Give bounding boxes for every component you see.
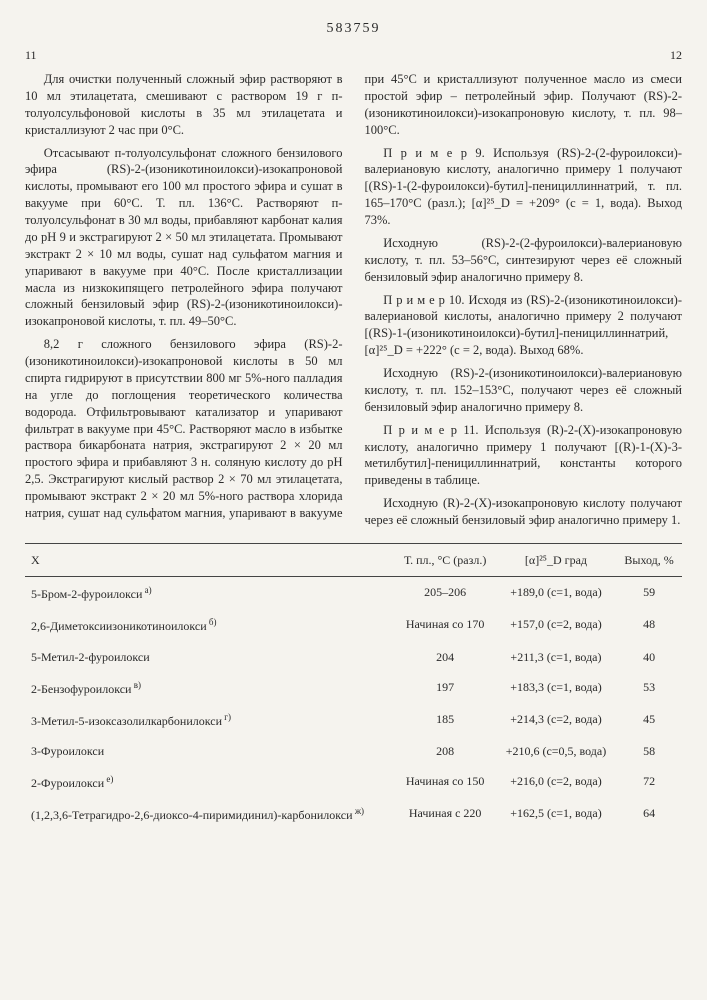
body-text: Для очистки полученный сложный эфир раст… [25, 71, 682, 529]
footnote-mark: б) [207, 617, 217, 627]
paragraph: Для очистки полученный сложный эфир раст… [25, 71, 343, 139]
cell-yield: 58 [616, 736, 682, 766]
page-right: 12 [670, 47, 682, 63]
footnote-mark: в) [131, 680, 141, 690]
page-left: 11 [25, 47, 37, 63]
cell-yield: 48 [616, 609, 682, 641]
table-row: 2-Бензофуроилокси в)197+183,3 (c=1, вода… [25, 672, 682, 704]
paragraph: П р и м е р 10. Исходя из (RS)-2-(изоник… [365, 292, 683, 360]
cell-mp: Начиная со 170 [395, 609, 496, 641]
cell-x: 5-Метил-2-фуроилокси [25, 642, 395, 672]
cell-mp: 204 [395, 642, 496, 672]
cell-yield: 72 [616, 766, 682, 798]
table-row: (1,2,3,6-Тетрагидро-2,6-диоксо-4-пиримид… [25, 798, 682, 830]
col-alpha: [α]²⁵_D град [496, 543, 617, 576]
cell-mp: 185 [395, 704, 496, 736]
cell-alpha: +157,0 (c=2, вода) [496, 609, 617, 641]
cell-yield: 64 [616, 798, 682, 830]
paragraph: П р и м е р 9. Используя (RS)-2-(2-фурои… [365, 145, 683, 229]
cell-mp: Начиная с 220 [395, 798, 496, 830]
cell-mp: 197 [395, 672, 496, 704]
cell-alpha: +211,3 (c=1, вода) [496, 642, 617, 672]
col-mp: Т. пл., °С (разл.) [395, 543, 496, 576]
table-row: 2-Фуроилокси е)Начиная со 150+216,0 (c=2… [25, 766, 682, 798]
table-row: 3-Метил-5-изоксазолилкарбонилокси г)185+… [25, 704, 682, 736]
table-row: 5-Метил-2-фуроилокси204+211,3 (c=1, вода… [25, 642, 682, 672]
cell-x: 5-Бром-2-фуроилокси а) [25, 577, 395, 610]
cell-yield: 59 [616, 577, 682, 610]
column-numbers: 11 12 [25, 47, 682, 63]
cell-yield: 45 [616, 704, 682, 736]
cell-mp: Начиная со 150 [395, 766, 496, 798]
paragraph: Исходную (R)-2-(X)-изокапроновую кислоту… [365, 495, 683, 529]
cell-x: (1,2,3,6-Тетрагидро-2,6-диоксо-4-пиримид… [25, 798, 395, 830]
cell-x: 2,6-Диметоксиизоникотиноилокси б) [25, 609, 395, 641]
cell-alpha: +214,3 (c=2, вода) [496, 704, 617, 736]
table-row: 5-Бром-2-фуроилокси а)205–206+189,0 (c=1… [25, 577, 682, 610]
footnote-mark: ж) [353, 806, 364, 816]
paragraph: Исходную (RS)-2-(изоникотиноилокси)-вале… [365, 365, 683, 416]
table-header-row: X Т. пл., °С (разл.) [α]²⁵_D град Выход,… [25, 543, 682, 576]
cell-mp: 205–206 [395, 577, 496, 610]
cell-x: 3-Фуроилокси [25, 736, 395, 766]
footnote-mark: г) [222, 712, 231, 722]
table-row: 2,6-Диметоксиизоникотиноилокси б)Начиная… [25, 609, 682, 641]
cell-x: 2-Бензофуроилокси в) [25, 672, 395, 704]
paragraph: П р и м е р 11. Используя (R)-2-(X)-изок… [365, 422, 683, 490]
cell-x: 3-Метил-5-изоксазолилкарбонилокси г) [25, 704, 395, 736]
cell-mp: 208 [395, 736, 496, 766]
cell-yield: 53 [616, 672, 682, 704]
col-yield: Выход, % [616, 543, 682, 576]
footnote-mark: а) [142, 585, 151, 595]
cell-alpha: +162,5 (c=1, вода) [496, 798, 617, 830]
data-table: X Т. пл., °С (разл.) [α]²⁵_D град Выход,… [25, 543, 682, 831]
paragraph: Исходную (RS)-2-(2-фуроилокси)-валериано… [365, 235, 683, 286]
cell-alpha: +189,0 (c=1, вода) [496, 577, 617, 610]
cell-alpha: +210,6 (c=0,5, вода) [496, 736, 617, 766]
footnote-mark: е) [104, 774, 113, 784]
cell-alpha: +216,0 (c=2, вода) [496, 766, 617, 798]
table-row: 3-Фуроилокси208+210,6 (c=0,5, вода)58 [25, 736, 682, 766]
cell-alpha: +183,3 (c=1, вода) [496, 672, 617, 704]
paragraph: Отсасывают п-толуолсульфонат сложного бе… [25, 145, 343, 331]
cell-yield: 40 [616, 642, 682, 672]
cell-x: 2-Фуроилокси е) [25, 766, 395, 798]
patent-number: 583759 [25, 20, 682, 39]
col-x: X [25, 543, 395, 576]
